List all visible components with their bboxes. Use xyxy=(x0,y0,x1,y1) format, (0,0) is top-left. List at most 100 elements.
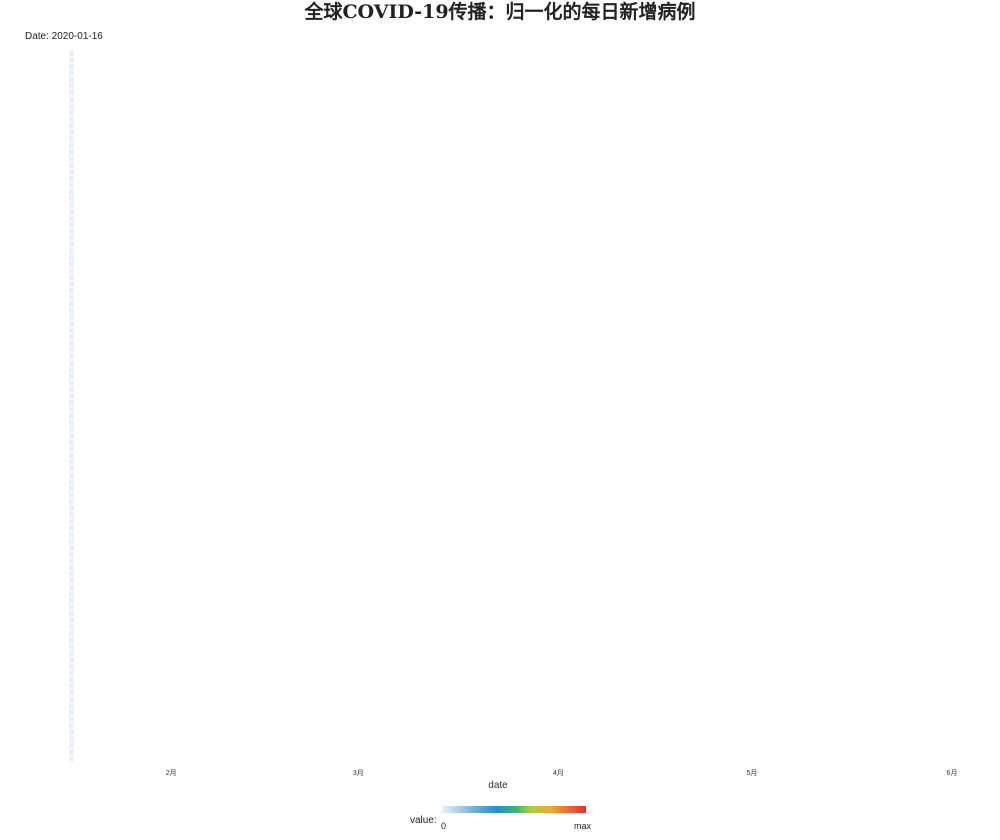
heatmap-cell xyxy=(69,610,74,617)
x-tick-label: 6月 xyxy=(947,769,958,777)
heatmap-cell xyxy=(69,57,74,63)
heatmap-cell xyxy=(69,169,74,175)
heatmap-cell xyxy=(69,432,74,439)
heatmap-cell xyxy=(69,485,74,492)
heatmap-cell xyxy=(69,413,74,419)
heatmap-cell xyxy=(69,96,74,103)
heatmap-cell xyxy=(69,123,74,129)
heatmap-cell xyxy=(69,208,74,215)
heatmap-cell xyxy=(69,129,74,136)
heatmap-cell xyxy=(69,643,74,650)
heatmap-cell xyxy=(69,742,74,749)
heatmap-cells xyxy=(69,50,74,762)
heatmap-cell xyxy=(69,676,74,683)
heatmap-cell xyxy=(69,439,74,445)
heatmap-cell xyxy=(69,142,74,149)
heatmap-cell xyxy=(69,294,74,300)
heatmap-cell xyxy=(69,63,74,70)
legend-title: value: xyxy=(410,815,437,826)
legend-min-label: 0 xyxy=(441,821,447,831)
heatmap-cell xyxy=(69,637,74,643)
heatmap-cell xyxy=(69,103,74,109)
heatmap-cell xyxy=(69,281,74,287)
heatmap-cell xyxy=(69,241,74,248)
heatmap-cell xyxy=(69,564,74,571)
heatmap-cell xyxy=(69,307,74,314)
heatmap-cell xyxy=(69,525,74,531)
heatmap-cell xyxy=(69,617,74,623)
heatmap-cell xyxy=(69,578,74,584)
heatmap-cell xyxy=(69,109,74,116)
color-legend: value: 0 max xyxy=(410,806,610,836)
heatmap-cell xyxy=(69,459,74,465)
heatmap-cell xyxy=(69,274,74,281)
heatmap-cell xyxy=(69,670,74,676)
heatmap-cell xyxy=(69,545,74,551)
heatmap-cell xyxy=(69,571,74,577)
heatmap-cell xyxy=(69,215,74,221)
heatmap-cell xyxy=(69,340,74,347)
heatmap-cell xyxy=(69,584,74,590)
heatmap-cell xyxy=(69,479,74,485)
heatmap-cell xyxy=(69,287,74,294)
heatmap-cell xyxy=(69,551,74,558)
heatmap-cell xyxy=(69,426,74,432)
heatmap-cell xyxy=(69,597,74,604)
x-axis-ticks: 2月 3月 4月 5月 6月 xyxy=(166,769,958,777)
legend-max-label: max xyxy=(574,821,592,831)
heatmap-cell xyxy=(69,393,74,399)
x-tick-label: 2月 xyxy=(166,769,177,777)
heatmap-cell xyxy=(69,90,74,96)
heatmap-cell xyxy=(69,162,74,169)
heatmap-cell xyxy=(69,703,74,709)
x-axis-label: date xyxy=(488,780,508,791)
heatmap-cell xyxy=(69,630,74,637)
heatmap-cell xyxy=(69,400,74,406)
heatmap-cell xyxy=(69,116,74,122)
heatmap-cell xyxy=(69,347,74,353)
heatmap-cell xyxy=(69,327,74,333)
heatmap-cell xyxy=(69,195,74,202)
heatmap-cell xyxy=(69,202,74,208)
heatmap-cell xyxy=(69,723,74,729)
heatmap-cell xyxy=(69,334,74,340)
heatmap-cell xyxy=(69,70,74,76)
heatmap-cell xyxy=(69,696,74,703)
legend-color-bar xyxy=(442,806,586,813)
heatmap-cell xyxy=(69,624,74,630)
heatmap-cell xyxy=(69,380,74,386)
heatmap-cell xyxy=(69,386,74,393)
heatmap-cell xyxy=(69,729,74,736)
heatmap-cell xyxy=(69,736,74,742)
x-tick-label: 4月 xyxy=(553,769,564,777)
chart-title: 全球COVID-19传播：归一化的每日新增病例 xyxy=(304,1,696,23)
heatmap-cell xyxy=(69,50,74,56)
heatmap-cell xyxy=(69,261,74,267)
heatmap-cell xyxy=(69,518,74,525)
heatmap-cell xyxy=(69,749,74,755)
heatmap-cell xyxy=(69,512,74,518)
heatmap-cell xyxy=(69,558,74,564)
x-tick-label: 5月 xyxy=(747,769,758,777)
heatmap-cell xyxy=(69,663,74,670)
heatmap-cell xyxy=(69,406,74,412)
heatmap-cell xyxy=(69,360,74,366)
heatmap-cell xyxy=(69,452,74,459)
heatmap-cell xyxy=(69,604,74,610)
heatmap-cell xyxy=(69,505,74,511)
heatmap-cell xyxy=(69,690,74,696)
heatmap-cell xyxy=(69,301,74,307)
heatmap-cell xyxy=(69,228,74,234)
heatmap-cell xyxy=(69,367,74,373)
heatmap-cell xyxy=(69,175,74,182)
heatmap-cell xyxy=(69,182,74,188)
heatmap-cell xyxy=(69,353,74,360)
heatmap-cell xyxy=(69,531,74,538)
heatmap-cell xyxy=(69,650,74,656)
heatmap-cell xyxy=(69,716,74,722)
heatmap-cell xyxy=(69,222,74,228)
heatmap-cell xyxy=(69,268,74,274)
heatmap-chart: 2月 3月 4月 5月 6月 date xyxy=(69,50,958,791)
x-tick-label: 3月 xyxy=(353,769,364,777)
heatmap-cell xyxy=(69,709,74,716)
